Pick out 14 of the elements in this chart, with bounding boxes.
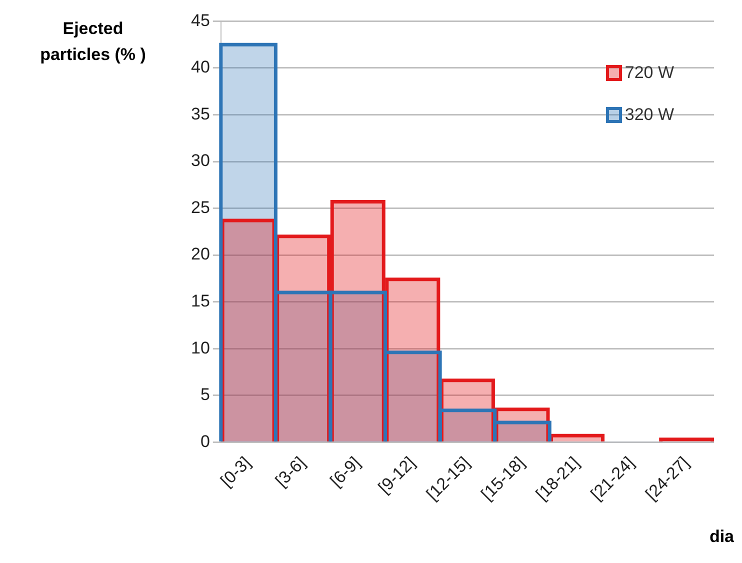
y-tick-label: 35 [190, 104, 210, 124]
y-tick-label: 45 [190, 10, 210, 30]
y-tick-label: 5 [200, 385, 210, 404]
legend-label: 720 W [624, 63, 674, 83]
y-tick-label: 40 [190, 58, 210, 77]
y-axis-title: Ejected particles (% ) [39, 18, 147, 66]
x-axis-title: dia [709, 527, 734, 547]
legend-label: 320 W [624, 105, 674, 125]
y-tick-label: 15 [190, 292, 210, 311]
y-tick-label: 20 [190, 244, 210, 264]
y-tick-label: 10 [190, 338, 210, 358]
y-tick-label: 0 [200, 432, 210, 451]
y-tick-label: 30 [190, 151, 210, 170]
y-tick-label: 25 [190, 198, 210, 217]
